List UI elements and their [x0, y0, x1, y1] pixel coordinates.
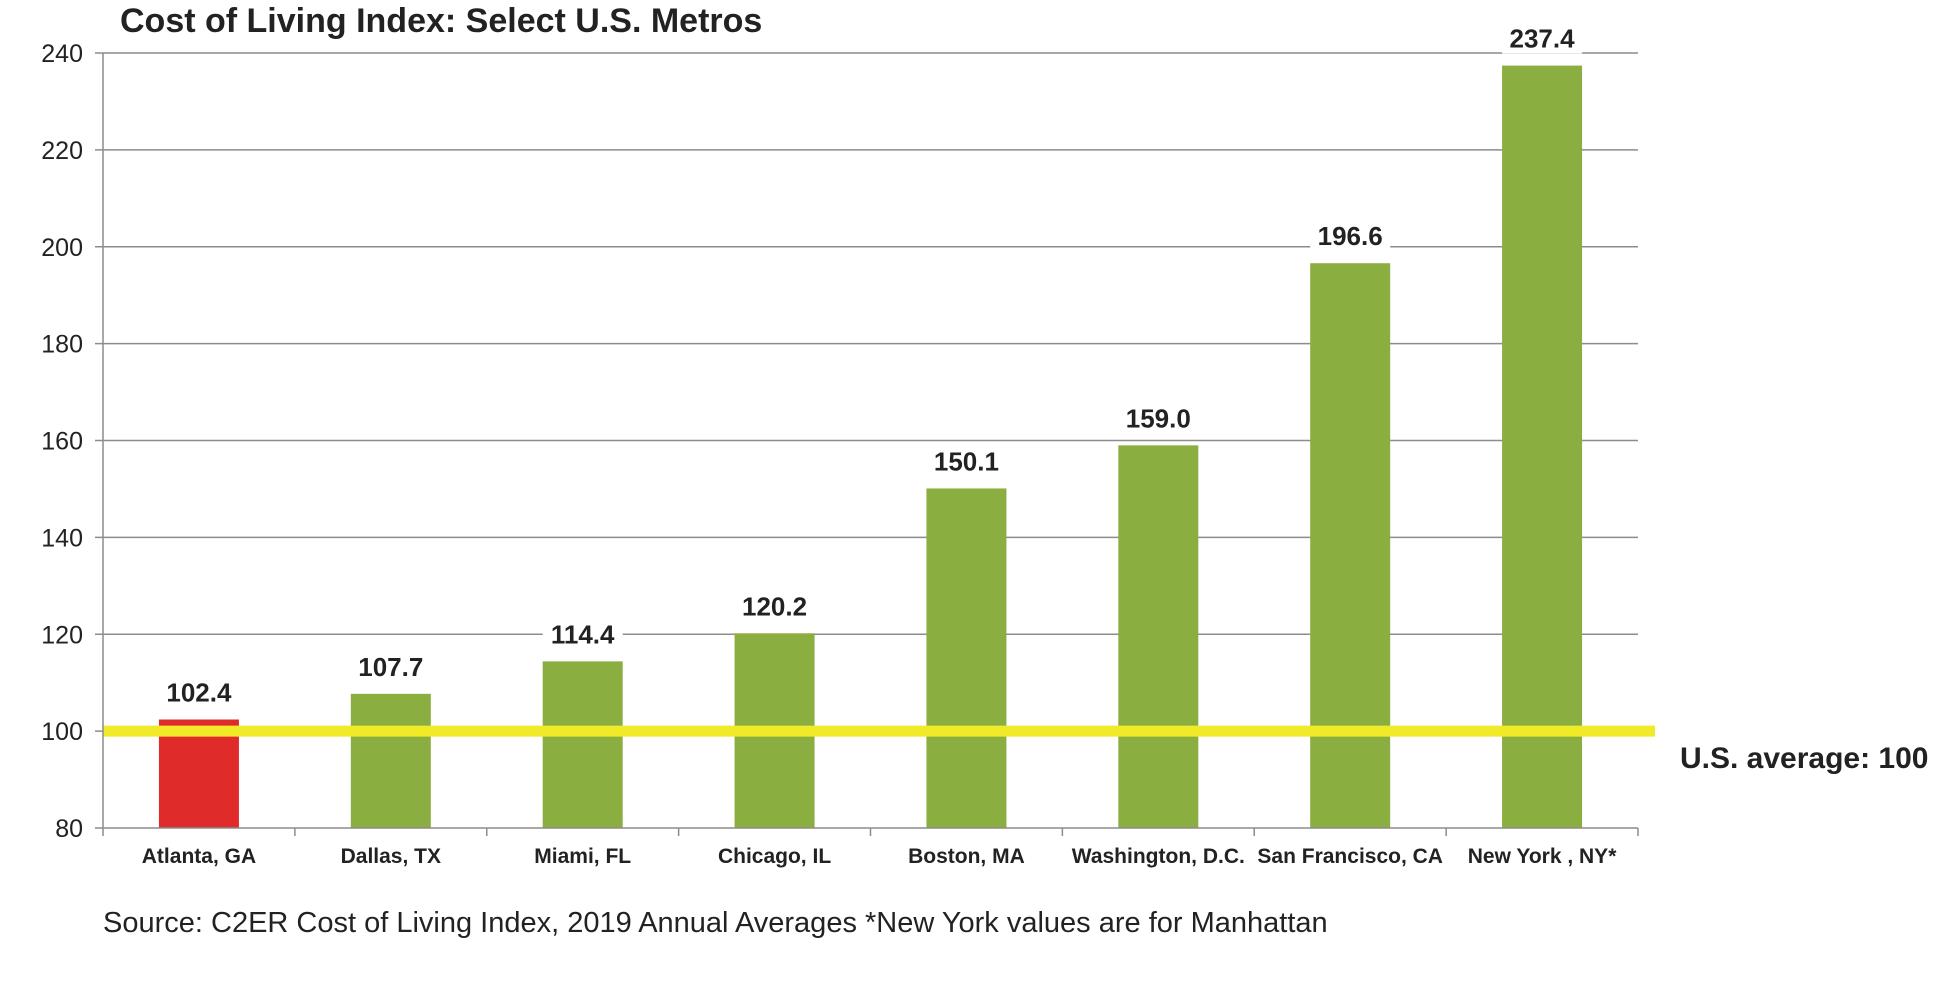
y-tick-label: 100 [41, 718, 83, 746]
value-label-8: 237.4 [1510, 24, 1576, 54]
x-axis-labels: Atlanta, GA Dallas, TX Miami, FL Chicago, I… [142, 845, 1617, 868]
category-label-8: New York , NY* [1468, 845, 1617, 868]
value-label-bg [350, 649, 431, 682]
category-label-2: Dallas, TX [341, 845, 441, 868]
value-label-4: 120.2 [742, 591, 807, 621]
x-axis [102, 53, 1639, 836]
bar-1 [158, 719, 239, 828]
value-label-5: 150.1 [934, 446, 999, 476]
value-label-bg [734, 589, 815, 622]
y-tick-label: 240 [41, 40, 83, 68]
category-label-7: San Francisco, CA [1257, 845, 1443, 868]
category-label-3: Miami, FL [534, 845, 631, 868]
bar-2 [350, 693, 431, 828]
value-label-bg [1118, 401, 1199, 434]
value-label-1: 102.4 [166, 678, 232, 708]
y-tick-label: 180 [41, 331, 83, 359]
value-label-bg [542, 617, 623, 650]
y-tick-label: 220 [41, 137, 83, 165]
bar-5 [926, 488, 1007, 828]
bars [158, 65, 1583, 828]
bar-8 [1502, 65, 1583, 828]
category-label-4: Chicago, IL [718, 845, 831, 868]
value-label-bg [158, 675, 239, 708]
value-label-3: 114.4 [551, 619, 615, 649]
category-label-5: Boston, MA [908, 845, 1025, 868]
y-tick-label: 160 [41, 428, 83, 456]
us-average-label: U.S. average: 100 [1680, 742, 1929, 775]
chart-title: Cost of Living Index: Select U.S. Metros [120, 2, 763, 40]
value-label-bg [1310, 219, 1391, 252]
bar-6 [1118, 445, 1199, 828]
source-note: Source: C2ER Cost of Living Index, 2019 … [103, 907, 1328, 939]
value-labels: 102.4 107.7 114.4 120.2 150.1 159.0 196.6 237.4 [158, 21, 1583, 708]
value-label-7: 196.6 [1318, 221, 1383, 251]
value-label-bg [1502, 21, 1583, 54]
value-label-6: 159.0 [1126, 403, 1191, 433]
y-tick-label: 140 [41, 524, 83, 552]
bar-7 [1310, 263, 1391, 828]
y-axis-ticks: 80 100 120 140 160 180 200 220 240 [41, 40, 103, 843]
gridlines [103, 52, 1638, 732]
category-label-1: Atlanta, GA [142, 845, 256, 868]
value-label-2: 107.7 [358, 652, 423, 682]
bar-chart: 80 100 120 140 160 180 200 220 240 Atlanta, GA Da… [41, 21, 1655, 868]
y-tick-label: 200 [41, 234, 83, 262]
category-label-6: Washington, D.C. [1072, 845, 1245, 868]
y-tick-label: 120 [41, 621, 83, 649]
bar-3 [542, 661, 623, 828]
y-tick-label: 80 [55, 815, 83, 843]
value-label-bg [926, 444, 1007, 477]
